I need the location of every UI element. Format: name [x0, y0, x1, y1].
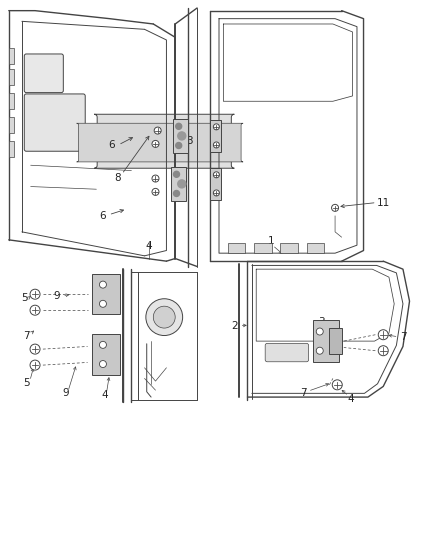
Circle shape — [99, 341, 106, 349]
Bar — [173, 119, 188, 154]
Bar — [9, 117, 14, 133]
Bar — [92, 334, 120, 375]
Text: 3: 3 — [318, 317, 325, 327]
Circle shape — [213, 190, 219, 196]
Text: 7: 7 — [23, 331, 30, 341]
Bar — [171, 166, 186, 201]
Bar — [9, 93, 14, 109]
Bar — [280, 243, 298, 253]
Text: 2: 2 — [231, 321, 238, 331]
Circle shape — [378, 330, 388, 340]
Bar — [92, 274, 120, 314]
Circle shape — [332, 204, 339, 212]
Text: 1: 1 — [268, 236, 275, 246]
Circle shape — [173, 171, 180, 177]
Circle shape — [152, 175, 159, 182]
Circle shape — [152, 140, 159, 148]
Bar — [9, 141, 14, 157]
Bar — [210, 168, 221, 200]
Text: 8: 8 — [114, 173, 121, 183]
Bar — [313, 320, 339, 362]
Circle shape — [178, 132, 186, 140]
Circle shape — [154, 127, 161, 134]
Text: 7: 7 — [300, 389, 307, 398]
Text: 10: 10 — [175, 176, 188, 185]
Bar — [307, 243, 324, 253]
Circle shape — [213, 142, 219, 148]
Circle shape — [99, 281, 106, 288]
Text: 6: 6 — [99, 212, 106, 221]
Text: 4: 4 — [145, 241, 152, 251]
Bar — [328, 328, 342, 354]
Text: 9: 9 — [53, 291, 60, 301]
Circle shape — [176, 123, 182, 130]
Circle shape — [152, 188, 159, 196]
Text: 4: 4 — [102, 391, 109, 400]
Circle shape — [30, 305, 40, 315]
Bar — [228, 243, 245, 253]
Circle shape — [30, 344, 40, 354]
FancyBboxPatch shape — [77, 123, 243, 162]
Text: 11: 11 — [377, 198, 390, 207]
FancyBboxPatch shape — [265, 343, 309, 362]
Text: 5: 5 — [23, 378, 30, 387]
Circle shape — [176, 142, 182, 149]
FancyBboxPatch shape — [94, 114, 234, 168]
Text: 9: 9 — [62, 389, 69, 398]
FancyBboxPatch shape — [24, 54, 64, 93]
Text: 6: 6 — [108, 140, 115, 150]
Text: 3: 3 — [99, 286, 106, 295]
Circle shape — [99, 300, 106, 308]
Text: 4: 4 — [347, 394, 354, 403]
Bar — [210, 120, 221, 152]
Circle shape — [153, 306, 175, 328]
Bar — [9, 69, 14, 85]
Circle shape — [213, 124, 219, 130]
Text: 7: 7 — [399, 332, 406, 342]
Circle shape — [213, 172, 219, 178]
Circle shape — [99, 360, 106, 368]
Circle shape — [332, 380, 342, 390]
Circle shape — [178, 180, 186, 188]
Circle shape — [316, 328, 323, 335]
Text: 3: 3 — [186, 136, 193, 146]
Circle shape — [146, 298, 183, 336]
Text: 5: 5 — [21, 294, 28, 303]
Circle shape — [378, 346, 388, 356]
Circle shape — [316, 347, 323, 354]
Circle shape — [30, 360, 40, 370]
Bar — [254, 243, 272, 253]
FancyBboxPatch shape — [24, 94, 85, 151]
Circle shape — [173, 190, 180, 197]
Circle shape — [30, 289, 40, 299]
Bar — [9, 48, 14, 64]
